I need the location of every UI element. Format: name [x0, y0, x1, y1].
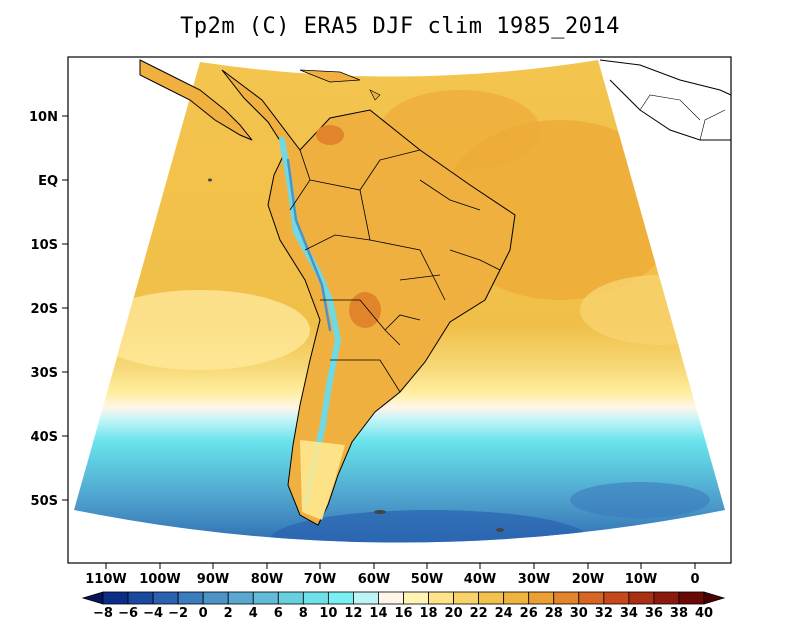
colorbar-swatch — [628, 591, 655, 605]
colorbar-label: 0 — [199, 606, 208, 618]
lon-tick-label: 60W — [358, 572, 390, 587]
south-america-land — [221, 69, 516, 526]
lon-tick-label: 0 — [690, 572, 699, 587]
colorbar-label: 30 — [570, 606, 588, 618]
colorbar-swatch — [252, 591, 279, 605]
colorbar-label: 14 — [369, 606, 387, 618]
colorbar-label: 8 — [299, 606, 308, 618]
lon-tick-label: 70W — [304, 572, 336, 587]
colorbar-label: 6 — [274, 606, 283, 618]
colorbar-swatch — [528, 591, 555, 605]
lat-tick-label: 40S — [31, 430, 58, 445]
lon-tick-label: 20W — [572, 572, 604, 587]
colorbar-label: 18 — [419, 606, 437, 618]
colorbar-swatch — [553, 591, 580, 605]
chaco-warm-region — [349, 292, 381, 328]
lat-tick-label: 50S — [31, 494, 58, 509]
colorbar-swatch — [227, 591, 254, 605]
colorbar-label: 22 — [470, 606, 488, 618]
lon-axis: 110W 100W 90W 80W 70W 60W 50W 40W 30W 20… — [85, 563, 700, 587]
colorbar-over-triangle — [703, 591, 726, 605]
colorbar-swatch — [127, 591, 154, 605]
patagonia-cool-region — [300, 440, 345, 520]
lon-tick-label: 110W — [85, 572, 126, 587]
colorbar-swatch — [277, 591, 304, 605]
lat-tick-label: 30S — [31, 366, 58, 381]
colorbar-label: 36 — [645, 606, 663, 618]
country-borders — [289, 149, 501, 393]
plot-frame — [67, 56, 732, 564]
lon-tick-label: 100W — [139, 572, 180, 587]
colorbar-swatch — [428, 591, 454, 605]
colorbar-label: 32 — [595, 606, 613, 618]
colorbar-label: 40 — [695, 606, 713, 618]
africa-outline — [599, 59, 732, 141]
colorbar-swatch — [403, 591, 429, 605]
andes-coldest-strip — [286, 158, 332, 332]
colorbar-label: 38 — [670, 606, 688, 618]
colorbar-swatch — [302, 591, 329, 605]
colorbar-swatch — [453, 591, 480, 605]
colorbar-swatch — [327, 591, 354, 605]
colorbar-label: 34 — [620, 606, 638, 618]
lon-tick-label: 90W — [197, 572, 229, 587]
colorbar-swatch — [152, 591, 179, 605]
lat-tick-label: EQ — [38, 174, 58, 189]
colorbar-swatch — [678, 591, 705, 605]
colorbar-swatch — [177, 591, 204, 605]
lon-tick-label: 50W — [411, 572, 443, 587]
colorbar-swatch — [378, 591, 404, 605]
colorbar-label: 10 — [319, 606, 337, 618]
colorbar-label: −6 — [118, 606, 138, 618]
colorbar: −8 −6 −4 −2 0 2 4 6 8 10 12 14 16 18 20 22 24 26 28 30 32 34 3… — [81, 591, 726, 618]
lon-tick-label: 10W — [625, 572, 657, 587]
colorbar-label: −8 — [93, 606, 113, 618]
colorbar-label: 28 — [545, 606, 563, 618]
colorbar-label: 16 — [394, 606, 412, 618]
central-america-land — [139, 59, 381, 141]
colorbar-swatch — [503, 591, 530, 605]
colorbar-label: 2 — [224, 606, 233, 618]
colorbar-swatch — [353, 591, 379, 605]
colorbar-swatch — [102, 591, 129, 605]
lat-axis: 10N EQ 10S 20S 30S 40S 50S — [29, 110, 68, 509]
colorbar-under-triangle — [81, 591, 104, 605]
colorbar-swatch — [202, 591, 229, 605]
colorbar-swatch — [578, 591, 605, 605]
colorbar-swatch — [478, 591, 505, 605]
lat-tick-label: 20S — [31, 302, 58, 317]
colorbar-label: −2 — [168, 606, 188, 618]
colorbar-label: 4 — [249, 606, 258, 618]
lon-tick-label: 40W — [464, 572, 496, 587]
colorbar-swatch — [653, 591, 680, 605]
islands — [208, 178, 504, 532]
lon-tick-label: 30W — [518, 572, 550, 587]
lat-tick-label: 10S — [31, 238, 58, 253]
colorbar-label: 24 — [495, 606, 513, 618]
colorbar-swatch — [603, 591, 630, 605]
lat-tick-label: 10N — [29, 110, 58, 125]
venezuela-warm-region — [316, 125, 344, 145]
colorbar-label: 20 — [445, 606, 463, 618]
colorbar-label: 12 — [344, 606, 362, 618]
colorbar-label: 26 — [520, 606, 538, 618]
colorbar-label: −4 — [143, 606, 163, 618]
map-title: Tp2m (C) ERA5 DJF clim 1985_2014 — [180, 14, 620, 39]
lon-tick-label: 80W — [251, 572, 283, 587]
